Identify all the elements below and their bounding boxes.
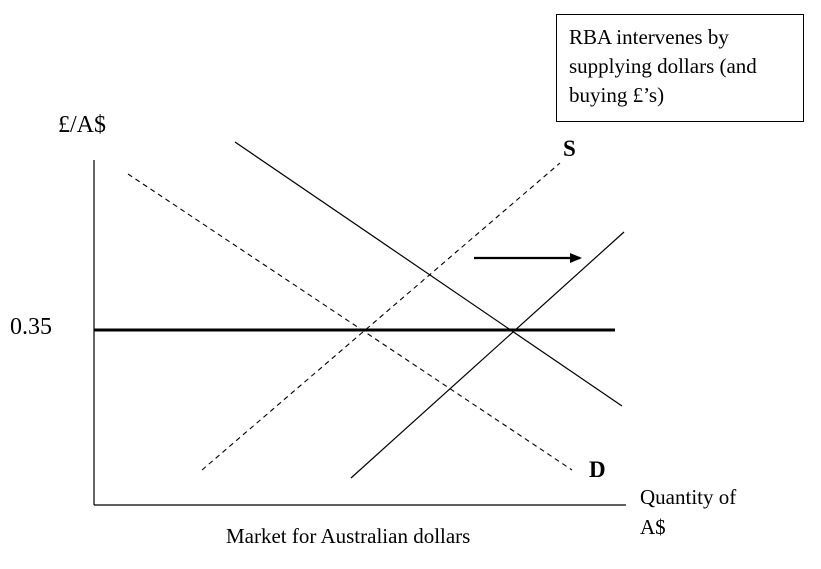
original-demand-curve xyxy=(127,173,573,471)
original-supply-curve xyxy=(201,162,561,471)
note-line-2: supplying dollars (and xyxy=(569,54,757,78)
x-axis-label: Quantity of A$ xyxy=(640,482,780,542)
note-line-1: RBA intervenes by xyxy=(569,25,729,49)
x-axis-label-line-1: Quantity of xyxy=(640,485,737,509)
demand-curve xyxy=(234,141,623,407)
diagram-caption: Market for Australian dollars xyxy=(226,524,471,548)
demand-curve-label: D xyxy=(589,457,606,482)
intervention-note: RBA intervenes by supplying dollars (and… xyxy=(556,14,804,122)
fixed-rate-value: 0.35 xyxy=(10,314,52,340)
supply-curve-label: S xyxy=(563,136,576,161)
note-line-3: buying £’s) xyxy=(569,83,665,107)
x-axis-label-line-2: A$ xyxy=(640,515,666,539)
y-axis-label: £/A$ xyxy=(58,112,106,138)
supply-curve xyxy=(350,231,625,479)
